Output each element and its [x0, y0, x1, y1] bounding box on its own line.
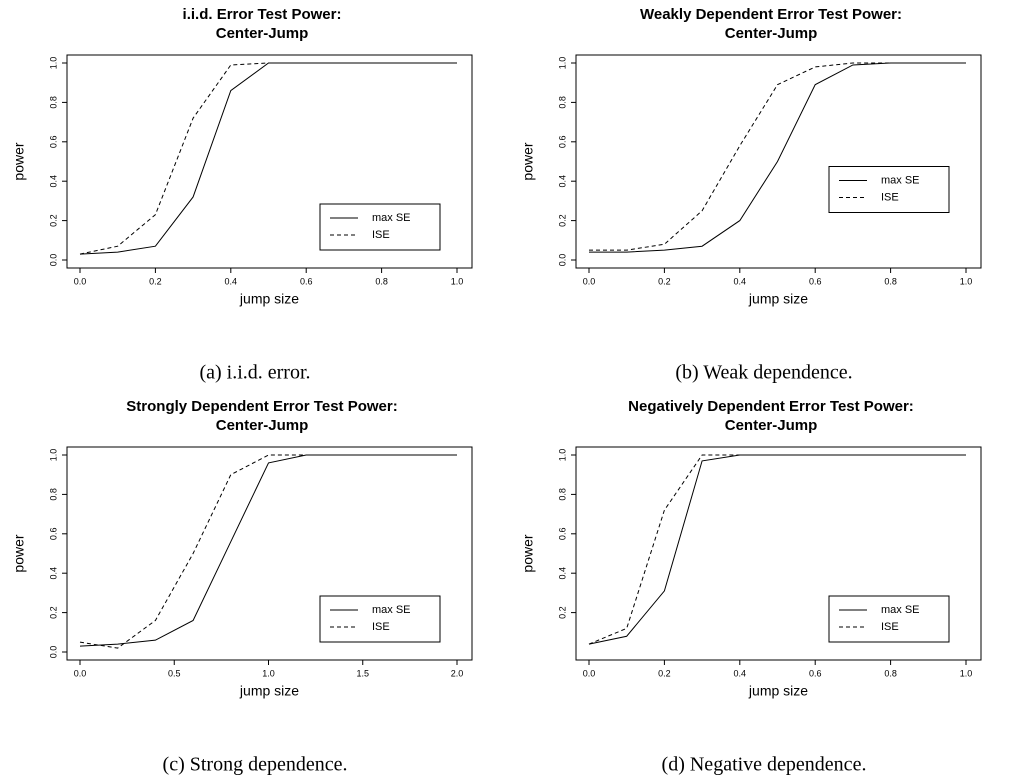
chart-title: Weakly Dependent Error Test Power: — [640, 6, 902, 23]
y-tick-label: 0.6 — [48, 136, 58, 149]
x-tick-label: 0.0 — [583, 668, 596, 678]
y-tick-label: 0.4 — [48, 175, 58, 188]
x-tick-label: 0.2 — [658, 668, 671, 678]
y-tick-label: 0.2 — [557, 606, 567, 619]
y-tick-label: 0.6 — [557, 528, 567, 541]
caption: (b) Weak dependence. — [675, 362, 852, 384]
caption: (a) i.i.d. error. — [199, 362, 310, 384]
y-tick-label: 0.2 — [48, 214, 58, 227]
plot-box — [575, 54, 982, 269]
panel: i.i.d. Error Test Power: Center-Jump 0.0 0.… — [11, 6, 473, 384]
y-tick-label: 0.0 — [48, 646, 58, 659]
caption: (c) Strong dependence. — [163, 754, 348, 776]
x-tick-label: 0.6 — [300, 276, 313, 286]
legend-label: max SE — [881, 604, 920, 616]
chart-title: Negatively Dependent Error Test Power: — [628, 398, 914, 415]
y-tick-label: 0.8 — [557, 488, 567, 501]
series-line — [79, 62, 457, 255]
y-tick-label: 0.8 — [557, 96, 567, 109]
panel: Strongly Dependent Error Test Power: Cent… — [11, 398, 473, 776]
x-axis-label: jump size — [239, 291, 299, 307]
legend-box — [828, 595, 950, 643]
x-tick-label: 0.6 — [809, 276, 822, 286]
x-tick-label: 0.8 — [884, 276, 897, 286]
x-tick-label: 0.4 — [734, 668, 747, 678]
chart-title: Strongly Dependent Error Test Power: — [126, 398, 397, 415]
series-line — [589, 62, 966, 251]
panel: Negatively Dependent Error Test Power: Ce… — [520, 398, 982, 776]
y-axis-label: power — [520, 534, 536, 572]
chart-title: i.i.d. Error Test Power: — [183, 6, 342, 23]
x-tick-label: 0.2 — [149, 276, 162, 286]
legend-label: ISE — [881, 191, 899, 203]
x-axis-label: jump size — [748, 291, 808, 307]
x-tick-label: 1.0 — [451, 276, 464, 286]
x-tick-label: 0.5 — [168, 668, 181, 678]
legend-label: max SE — [372, 604, 411, 616]
y-tick-label: 0.8 — [48, 96, 58, 109]
panel: Weakly Dependent Error Test Power: Center… — [520, 6, 982, 384]
x-tick-label: 0.4 — [734, 276, 747, 286]
chart-title: Center-Jump — [216, 25, 309, 42]
x-tick-label: 1.0 — [262, 668, 275, 678]
x-tick-label: 2.0 — [451, 668, 464, 678]
x-tick-label: 0.8 — [375, 276, 388, 286]
legend-box — [319, 203, 441, 251]
x-axis-label: jump size — [239, 683, 299, 699]
legend-label: ISE — [372, 229, 390, 241]
x-tick-label: 1.0 — [960, 668, 973, 678]
series-line — [589, 62, 966, 253]
legend-box — [319, 595, 441, 643]
y-axis-label: power — [520, 142, 536, 180]
y-tick-label: 1.0 — [557, 449, 567, 462]
y-tick-label: 0.4 — [557, 567, 567, 580]
series-line — [79, 454, 457, 647]
y-tick-label: 0.0 — [557, 254, 567, 267]
chart-title: Center-Jump — [216, 417, 309, 434]
chart-title: Center-Jump — [725, 25, 818, 42]
y-tick-label: 1.0 — [557, 57, 567, 70]
x-tick-label: 0.0 — [74, 276, 87, 286]
legend-box — [828, 166, 950, 213]
legend-label: ISE — [372, 621, 390, 633]
y-axis-label: power — [11, 142, 27, 180]
y-tick-label: 0.0 — [48, 254, 58, 267]
y-tick-label: 0.4 — [557, 175, 567, 188]
x-tick-label: 0.8 — [884, 668, 897, 678]
legend-label: max SE — [372, 212, 411, 224]
y-tick-label: 0.2 — [557, 214, 567, 227]
x-tick-label: 1.5 — [356, 668, 369, 678]
x-tick-label: 0.4 — [225, 276, 238, 286]
y-tick-label: 0.6 — [48, 528, 58, 541]
y-tick-label: 1.0 — [48, 449, 58, 462]
legend-label: ISE — [881, 621, 899, 633]
caption: (d) Negative dependence. — [662, 754, 867, 776]
y-tick-label: 0.2 — [48, 606, 58, 619]
legend-label: max SE — [881, 174, 920, 186]
y-tick-label: 0.6 — [557, 136, 567, 149]
x-tick-label: 0.0 — [583, 276, 596, 286]
chart-title: Center-Jump — [725, 417, 818, 434]
x-tick-label: 0.6 — [809, 668, 822, 678]
x-axis-label: jump size — [748, 683, 808, 699]
y-axis-label: power — [11, 534, 27, 572]
y-tick-label: 1.0 — [48, 57, 58, 70]
x-tick-label: 0.0 — [74, 668, 87, 678]
x-tick-label: 0.2 — [658, 276, 671, 286]
series-line — [588, 454, 966, 645]
y-tick-label: 0.8 — [48, 488, 58, 501]
y-tick-label: 0.4 — [48, 567, 58, 580]
x-tick-label: 1.0 — [960, 276, 973, 286]
